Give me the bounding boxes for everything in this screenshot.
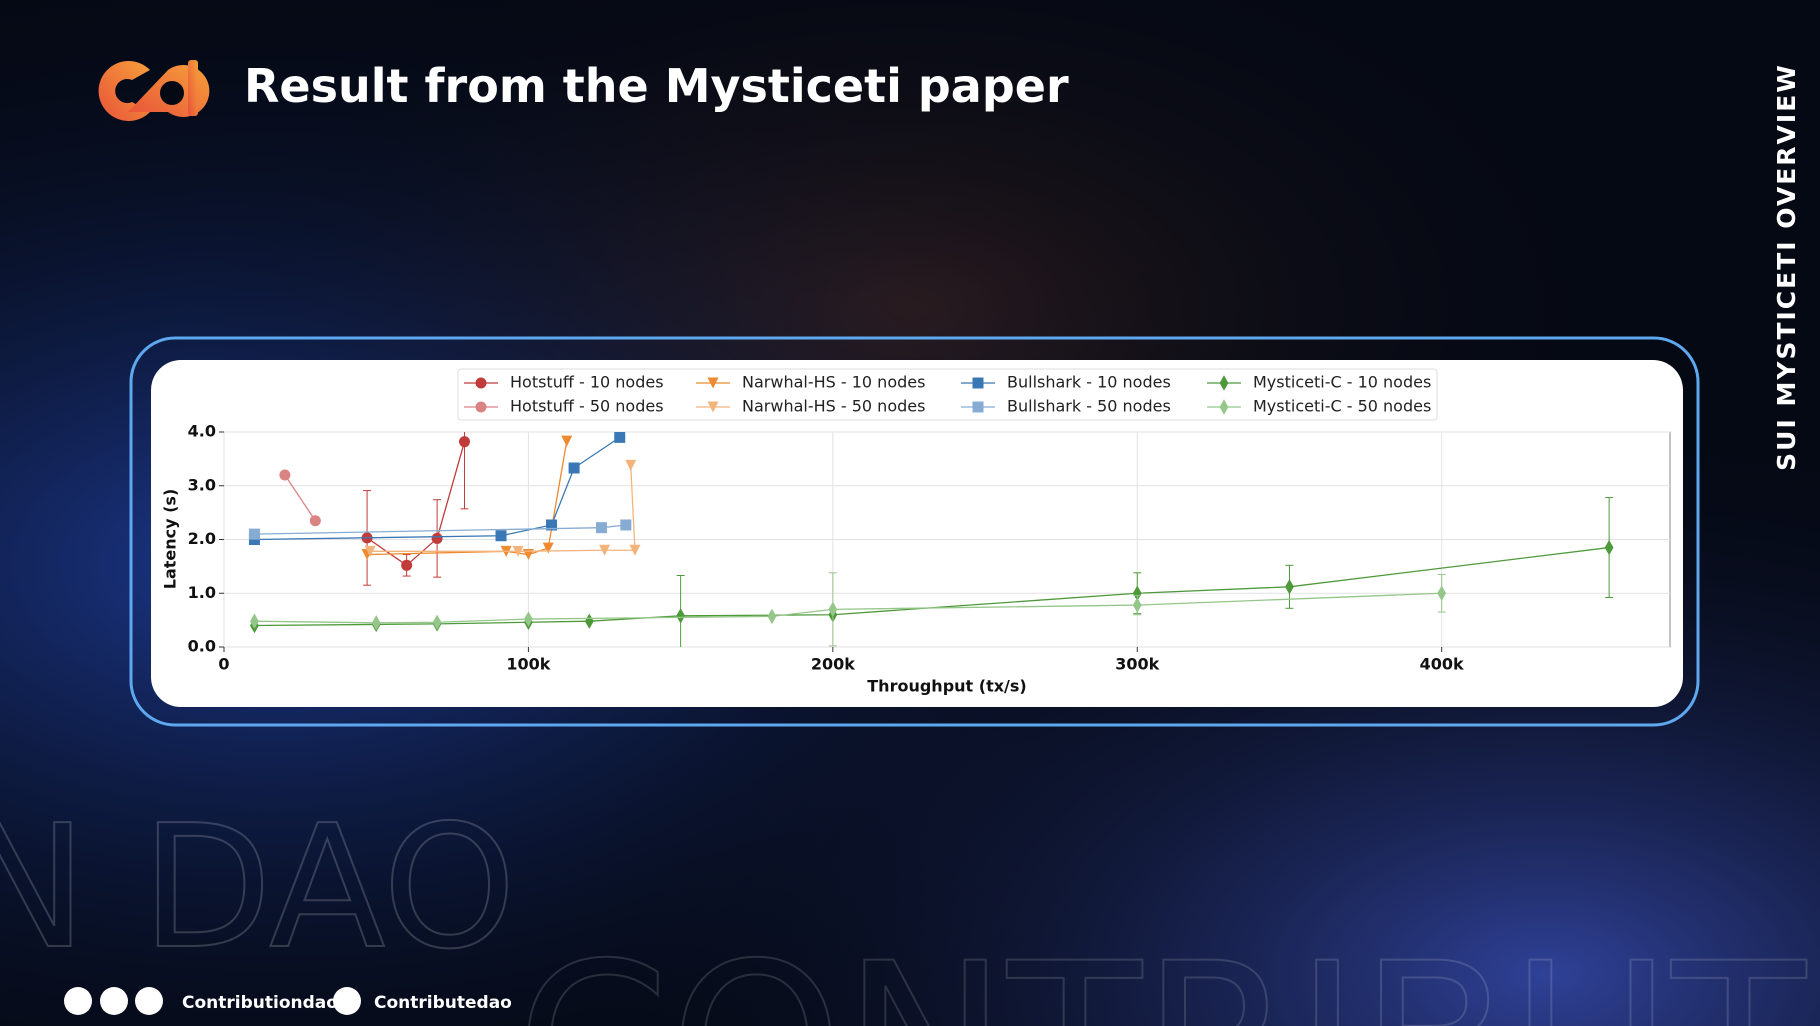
plot-area	[248, 432, 1614, 647]
data-point	[1604, 539, 1614, 556]
data-point	[279, 469, 291, 481]
legend-entry: Mysticeti-C - 50 nodes	[1207, 397, 1431, 416]
footer-text: Contributedao	[374, 993, 512, 1013]
legend-label: Narwhal-HS - 50 nodes	[742, 397, 925, 416]
data-point	[584, 613, 594, 629]
data-point	[542, 542, 554, 554]
data-point	[1132, 597, 1142, 613]
data-point	[625, 459, 637, 471]
data-point	[1437, 585, 1447, 601]
data-point	[371, 615, 381, 631]
x-tick-label: 100k	[506, 655, 550, 674]
legend-label: Narwhal-HS - 10 nodes	[742, 373, 925, 392]
data-point	[599, 544, 611, 556]
data-point	[546, 519, 558, 531]
legend-label: Bullshark - 50 nodes	[1007, 397, 1171, 416]
data-point	[432, 614, 442, 630]
data-point	[309, 515, 321, 527]
data-point	[1285, 579, 1294, 595]
data-point	[431, 532, 443, 544]
legend-label: Hotstuff - 10 nodes	[510, 373, 664, 392]
x-tick-label: 0	[218, 655, 229, 674]
data-point	[364, 545, 376, 557]
side-label: SUI MYSTICETI OVERVIEW	[1772, 63, 1801, 471]
legend-marker	[475, 401, 487, 413]
data-point	[614, 432, 626, 443]
data-point	[629, 544, 641, 556]
y-tick-label: 4.0	[188, 422, 216, 441]
legend-marker	[972, 401, 984, 413]
watermark: N DAO	[0, 789, 516, 987]
legend-entry: Hotstuff - 50 nodes	[464, 397, 664, 416]
data-point	[595, 522, 607, 534]
x-axis-title: Throughput (tx/s)	[867, 677, 1026, 696]
data-point	[248, 528, 260, 540]
x-tick-label: 200k	[811, 655, 855, 674]
legend-label: Mysticeti-C - 50 nodes	[1253, 397, 1431, 416]
slide-title: Result from the Mysticeti paper	[244, 59, 1069, 113]
y-tick-label: 0.0	[188, 637, 216, 656]
series-line	[254, 592, 1442, 624]
logo	[98, 60, 210, 121]
y-tick-label: 3.0	[188, 475, 216, 494]
legend-marker	[972, 377, 984, 389]
card-border	[129, 336, 1700, 727]
series-line	[284, 474, 316, 522]
data-point	[250, 613, 259, 629]
y-tick-label: 1.0	[188, 583, 216, 602]
legend-entry: Hotstuff - 10 nodes	[464, 373, 664, 392]
legend-marker	[475, 377, 487, 389]
legend-marker	[1219, 375, 1229, 391]
legend-marker	[1219, 399, 1229, 415]
legend-label: Mysticeti-C - 10 nodes	[1253, 373, 1431, 392]
data-point	[458, 436, 470, 448]
data-point	[767, 608, 777, 625]
legend-entry: Narwhal-HS - 10 nodes	[696, 373, 925, 392]
x-tick-label: 400k	[1420, 655, 1464, 674]
chart-card	[151, 360, 1683, 707]
legend-marker	[707, 401, 719, 413]
legend-label: Bullshark - 10 nodes	[1007, 373, 1171, 392]
data-point	[1132, 585, 1142, 601]
legend-entry: Mysticeti-C - 10 nodes	[1207, 373, 1431, 392]
data-point	[524, 611, 533, 627]
data-point	[568, 462, 580, 474]
legend-entry: Bullshark - 10 nodes	[961, 373, 1171, 392]
x-tick-label: 300k	[1115, 655, 1159, 674]
footer: Contributiondao Contributedao	[64, 987, 512, 1015]
data-point	[512, 545, 524, 557]
legend-label: Hotstuff - 50 nodes	[510, 397, 664, 416]
footer-text: Contributiondao	[182, 993, 338, 1013]
legend-entry: Narwhal-HS - 50 nodes	[696, 397, 925, 416]
watermark: CONTRIBUTIO	[516, 916, 1820, 1026]
data-point	[401, 559, 413, 571]
data-point	[495, 530, 507, 542]
y-axis-title: Latency (s)	[161, 489, 180, 590]
legend-entry: Bullshark - 50 nodes	[961, 397, 1171, 416]
legend-marker	[707, 377, 719, 389]
data-point	[620, 519, 632, 531]
data-point	[561, 435, 573, 447]
data-point	[828, 601, 838, 618]
data-point	[676, 608, 686, 624]
y-tick-label: 2.0	[188, 529, 216, 548]
